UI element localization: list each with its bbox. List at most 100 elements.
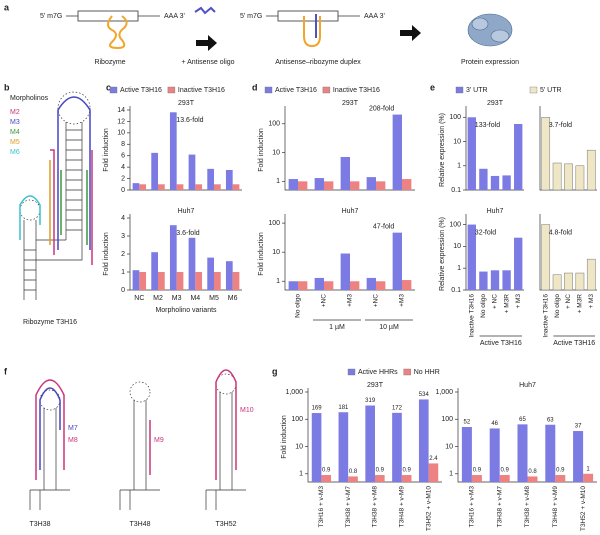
x-tick-label: M5 [209, 295, 219, 302]
bar [151, 152, 158, 190]
bar [376, 181, 386, 190]
protein-icon [467, 13, 513, 47]
bar [158, 184, 165, 190]
data-label: 0.9 [402, 468, 411, 474]
oligo-path [215, 369, 237, 480]
data-label: 52 [464, 420, 471, 426]
morpholino-path [19, 195, 41, 240]
construct-label: AAA 3' [364, 13, 385, 20]
ribozyme [107, 15, 128, 50]
bar [514, 123, 523, 190]
bar [169, 225, 177, 290]
bar [298, 181, 308, 190]
legend-swatch [455, 86, 464, 94]
bar [311, 413, 322, 482]
y-tick-label: 0 [121, 187, 125, 194]
x-tick-label: T3H38 + v-M8 [524, 486, 531, 528]
construct-label: 5' m7G [240, 13, 262, 20]
bar [176, 184, 184, 190]
y-tick-label: 3 [121, 233, 125, 240]
x-tick-label: + M3R [503, 294, 510, 314]
y-tick-label: 10 [117, 130, 125, 137]
ribozyme [303, 16, 321, 48]
panel-label: a [4, 2, 10, 12]
y-tick-label: 100 [268, 121, 280, 128]
y-tick-label: 4 [121, 164, 125, 171]
bar [314, 277, 324, 290]
oligo-label: M7 [68, 425, 78, 432]
data-label: 0.9 [376, 468, 385, 474]
oligo-path [35, 379, 65, 480]
diagram-caption: Ribozyme T3H16 [23, 319, 77, 326]
legend-label: Inactive T3H16 [333, 87, 380, 94]
morpholino-label: M4 [10, 129, 20, 136]
x-tick-label: NC [134, 295, 144, 302]
bar [298, 281, 308, 290]
legend-swatch [403, 368, 411, 376]
y-tick-label: 0.1 [451, 287, 461, 294]
gene-box [77, 10, 139, 22]
bar [350, 181, 360, 190]
bar [314, 178, 324, 190]
annotation: 13.6-fold [176, 117, 203, 124]
y-tick-label: 100 [441, 416, 453, 423]
bar [467, 117, 476, 190]
bar [467, 224, 476, 290]
bar [545, 424, 556, 482]
legend-label: No HHR [414, 369, 440, 376]
subtitle: 293T [367, 382, 384, 389]
x-tick-label: M3 [172, 295, 182, 302]
bar [479, 168, 488, 190]
bar [195, 184, 203, 190]
bar [402, 280, 412, 290]
arrow [196, 35, 217, 51]
data-label: 46 [491, 421, 498, 427]
group-label: Active T3H16 [480, 340, 522, 347]
x-tick-label: T3H52 + v-M10 [425, 486, 432, 531]
subtitle: Huh7 [487, 208, 504, 215]
bar [586, 149, 596, 191]
bar [350, 281, 360, 290]
legend-label: Active T3H16 [275, 87, 317, 94]
y-tick-label: 6 [121, 153, 125, 160]
bar [541, 117, 551, 191]
subtitle: Huh7 [519, 382, 536, 389]
bar [401, 475, 412, 482]
step-label: Protein expression [461, 59, 519, 66]
morpholino-path [57, 96, 91, 250]
step-label: Ribozyme [94, 59, 125, 66]
data-label: 1 [586, 466, 590, 472]
x-tick-label: + M3 [515, 294, 522, 309]
y-tick-label: 100 [268, 220, 280, 227]
data-label: 63 [547, 417, 554, 423]
panel-label: b [4, 82, 10, 92]
x-tick-label: T3H16 + v-M3 [318, 486, 325, 528]
bar [195, 272, 203, 290]
bar [517, 424, 528, 482]
x-tick-label: Inactive T3H16 [542, 294, 549, 338]
data-label: 169 [312, 406, 323, 412]
bar [490, 270, 500, 290]
morpholino-label: M6 [10, 149, 20, 156]
bar [555, 475, 566, 482]
y-axis-label: Fold induction [281, 415, 288, 459]
axis-line [129, 214, 242, 291]
legend-label: Active HHRs [358, 369, 398, 376]
panel-label: e [430, 82, 435, 92]
x-tick-label: T3H48 + v-M9 [399, 486, 406, 528]
diagram-title: Morpholinos [10, 95, 49, 102]
step-label: Antisense–ribozyme duplex [275, 59, 361, 66]
x-tick-label: + NC [565, 294, 572, 309]
x-tick-label: M6 [228, 295, 238, 302]
y-tick-label: 12 [117, 118, 125, 125]
y-tick-label: 2 [121, 175, 125, 182]
data-label: 0.8 [349, 469, 358, 475]
y-tick-label: 100 [449, 114, 461, 121]
oligo-label: M8 [68, 437, 78, 444]
oligo-icon [194, 6, 216, 15]
y-tick-label: 1,000 [435, 389, 453, 396]
bar [489, 428, 500, 482]
data-label: 65 [519, 417, 526, 423]
x-tick-label: No oligo [480, 294, 487, 318]
